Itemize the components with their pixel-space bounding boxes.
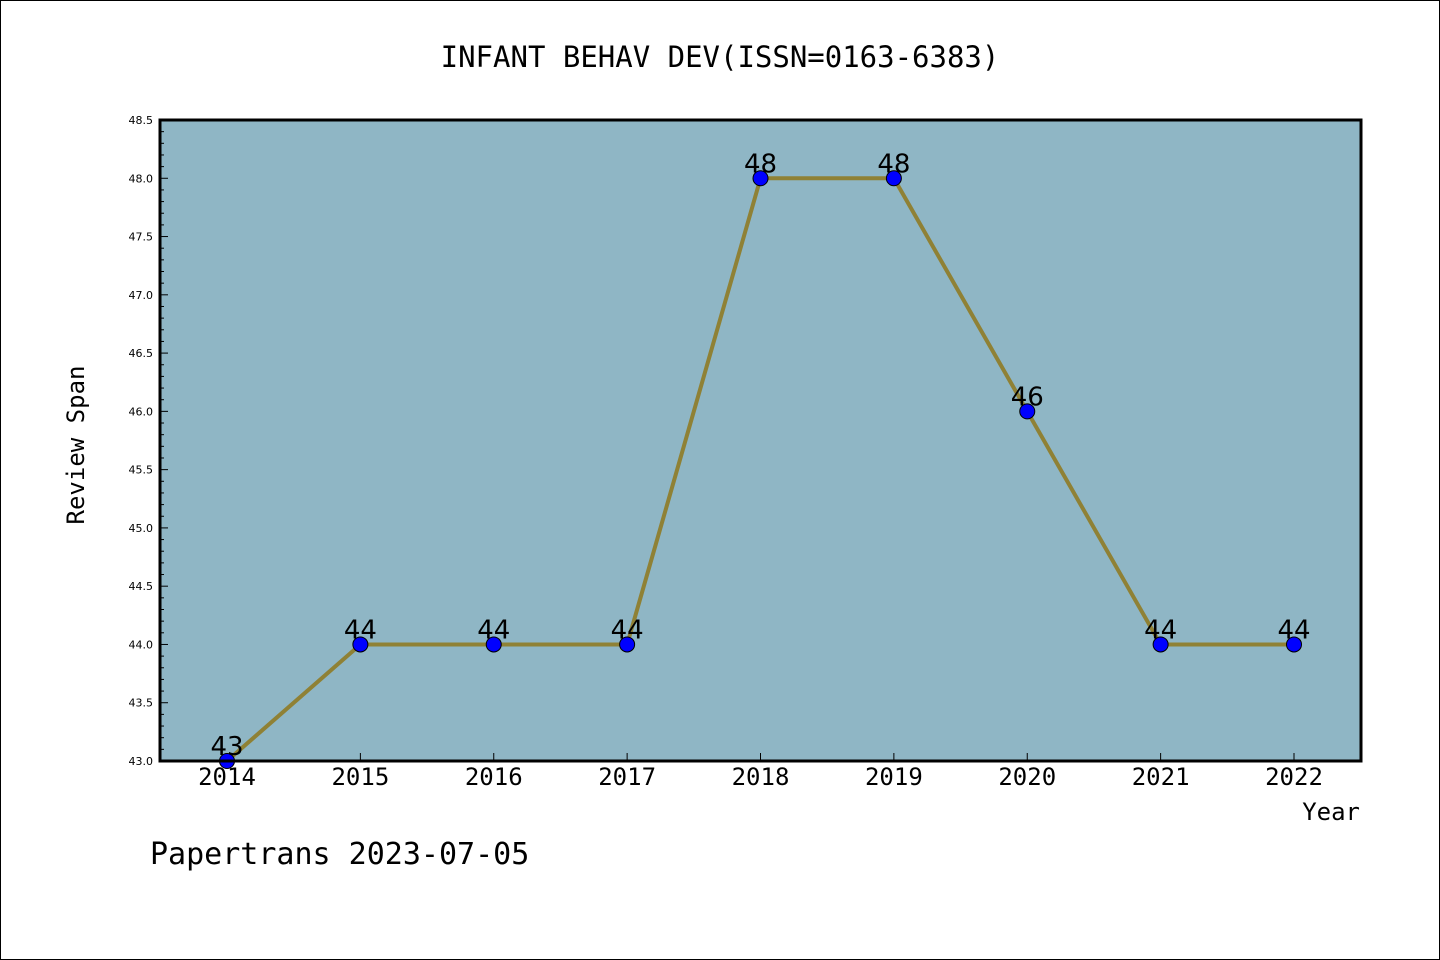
data-point xyxy=(485,636,502,653)
data-point xyxy=(885,170,902,187)
y-tick-label: 47.5 xyxy=(129,231,154,244)
y-tick-label: 46.5 xyxy=(129,347,154,360)
data-labels: 43 44 44 44 48 48 46 44 44 xyxy=(210,149,1310,762)
x-tick-label: 2018 xyxy=(732,763,790,791)
y-tick-label: 44.0 xyxy=(129,638,154,651)
data-point xyxy=(1152,636,1169,653)
data-label: 48 xyxy=(744,149,777,179)
y-tick-label: 43.5 xyxy=(129,697,154,710)
data-point xyxy=(752,170,769,187)
x-tick-label: 2015 xyxy=(331,763,389,791)
y-axis: 43.0 43.5 44.0 44.5 45.0 45.5 46.0 46.5 47.0 47.5… xyxy=(129,114,168,768)
y-tick-label: 44.5 xyxy=(129,580,154,593)
data-label: 44 xyxy=(344,615,377,645)
data-label: 44 xyxy=(1144,615,1177,645)
data-point xyxy=(619,636,636,653)
y-tick-label: 45.5 xyxy=(129,464,154,477)
data-label: 44 xyxy=(1277,615,1310,645)
data-label: 44 xyxy=(477,615,510,645)
plot-area xyxy=(160,120,1361,761)
y-tick-label: 48.5 xyxy=(129,114,154,127)
x-axis-label: Year xyxy=(1302,798,1360,826)
y-tick-label: 46.0 xyxy=(129,405,154,418)
y-tick-label: 45.0 xyxy=(129,522,154,535)
x-tick-label: 2019 xyxy=(865,763,923,791)
chart-title: INFANT BEHAV DEV(ISSN=0163-6383) xyxy=(441,40,1000,74)
y-tick-label: 48.0 xyxy=(129,172,154,185)
x-axis: 2014 2015 2016 2017 2018 2019 2020 2021 2022 xyxy=(198,753,1323,791)
data-point xyxy=(1019,403,1036,420)
data-label: 43 xyxy=(210,732,243,762)
y-tick-label: 43.0 xyxy=(129,755,154,768)
x-tick-label: 2022 xyxy=(1265,763,1323,791)
data-label: 44 xyxy=(611,615,644,645)
x-tick-label: 2021 xyxy=(1132,763,1190,791)
data-point xyxy=(1286,636,1302,653)
data-label: 48 xyxy=(877,149,910,179)
data-label: 46 xyxy=(1011,382,1044,412)
data-point xyxy=(352,636,369,653)
plot-border xyxy=(158,118,1363,763)
y-tick-label: 47.0 xyxy=(129,289,154,302)
y-axis-label: Review Span xyxy=(62,366,90,525)
footer-credit: Papertrans 2023-07-05 xyxy=(150,837,529,872)
x-tick-label: 2016 xyxy=(465,763,523,791)
x-tick-label: 2017 xyxy=(598,763,656,791)
x-tick-label: 2020 xyxy=(998,763,1056,791)
